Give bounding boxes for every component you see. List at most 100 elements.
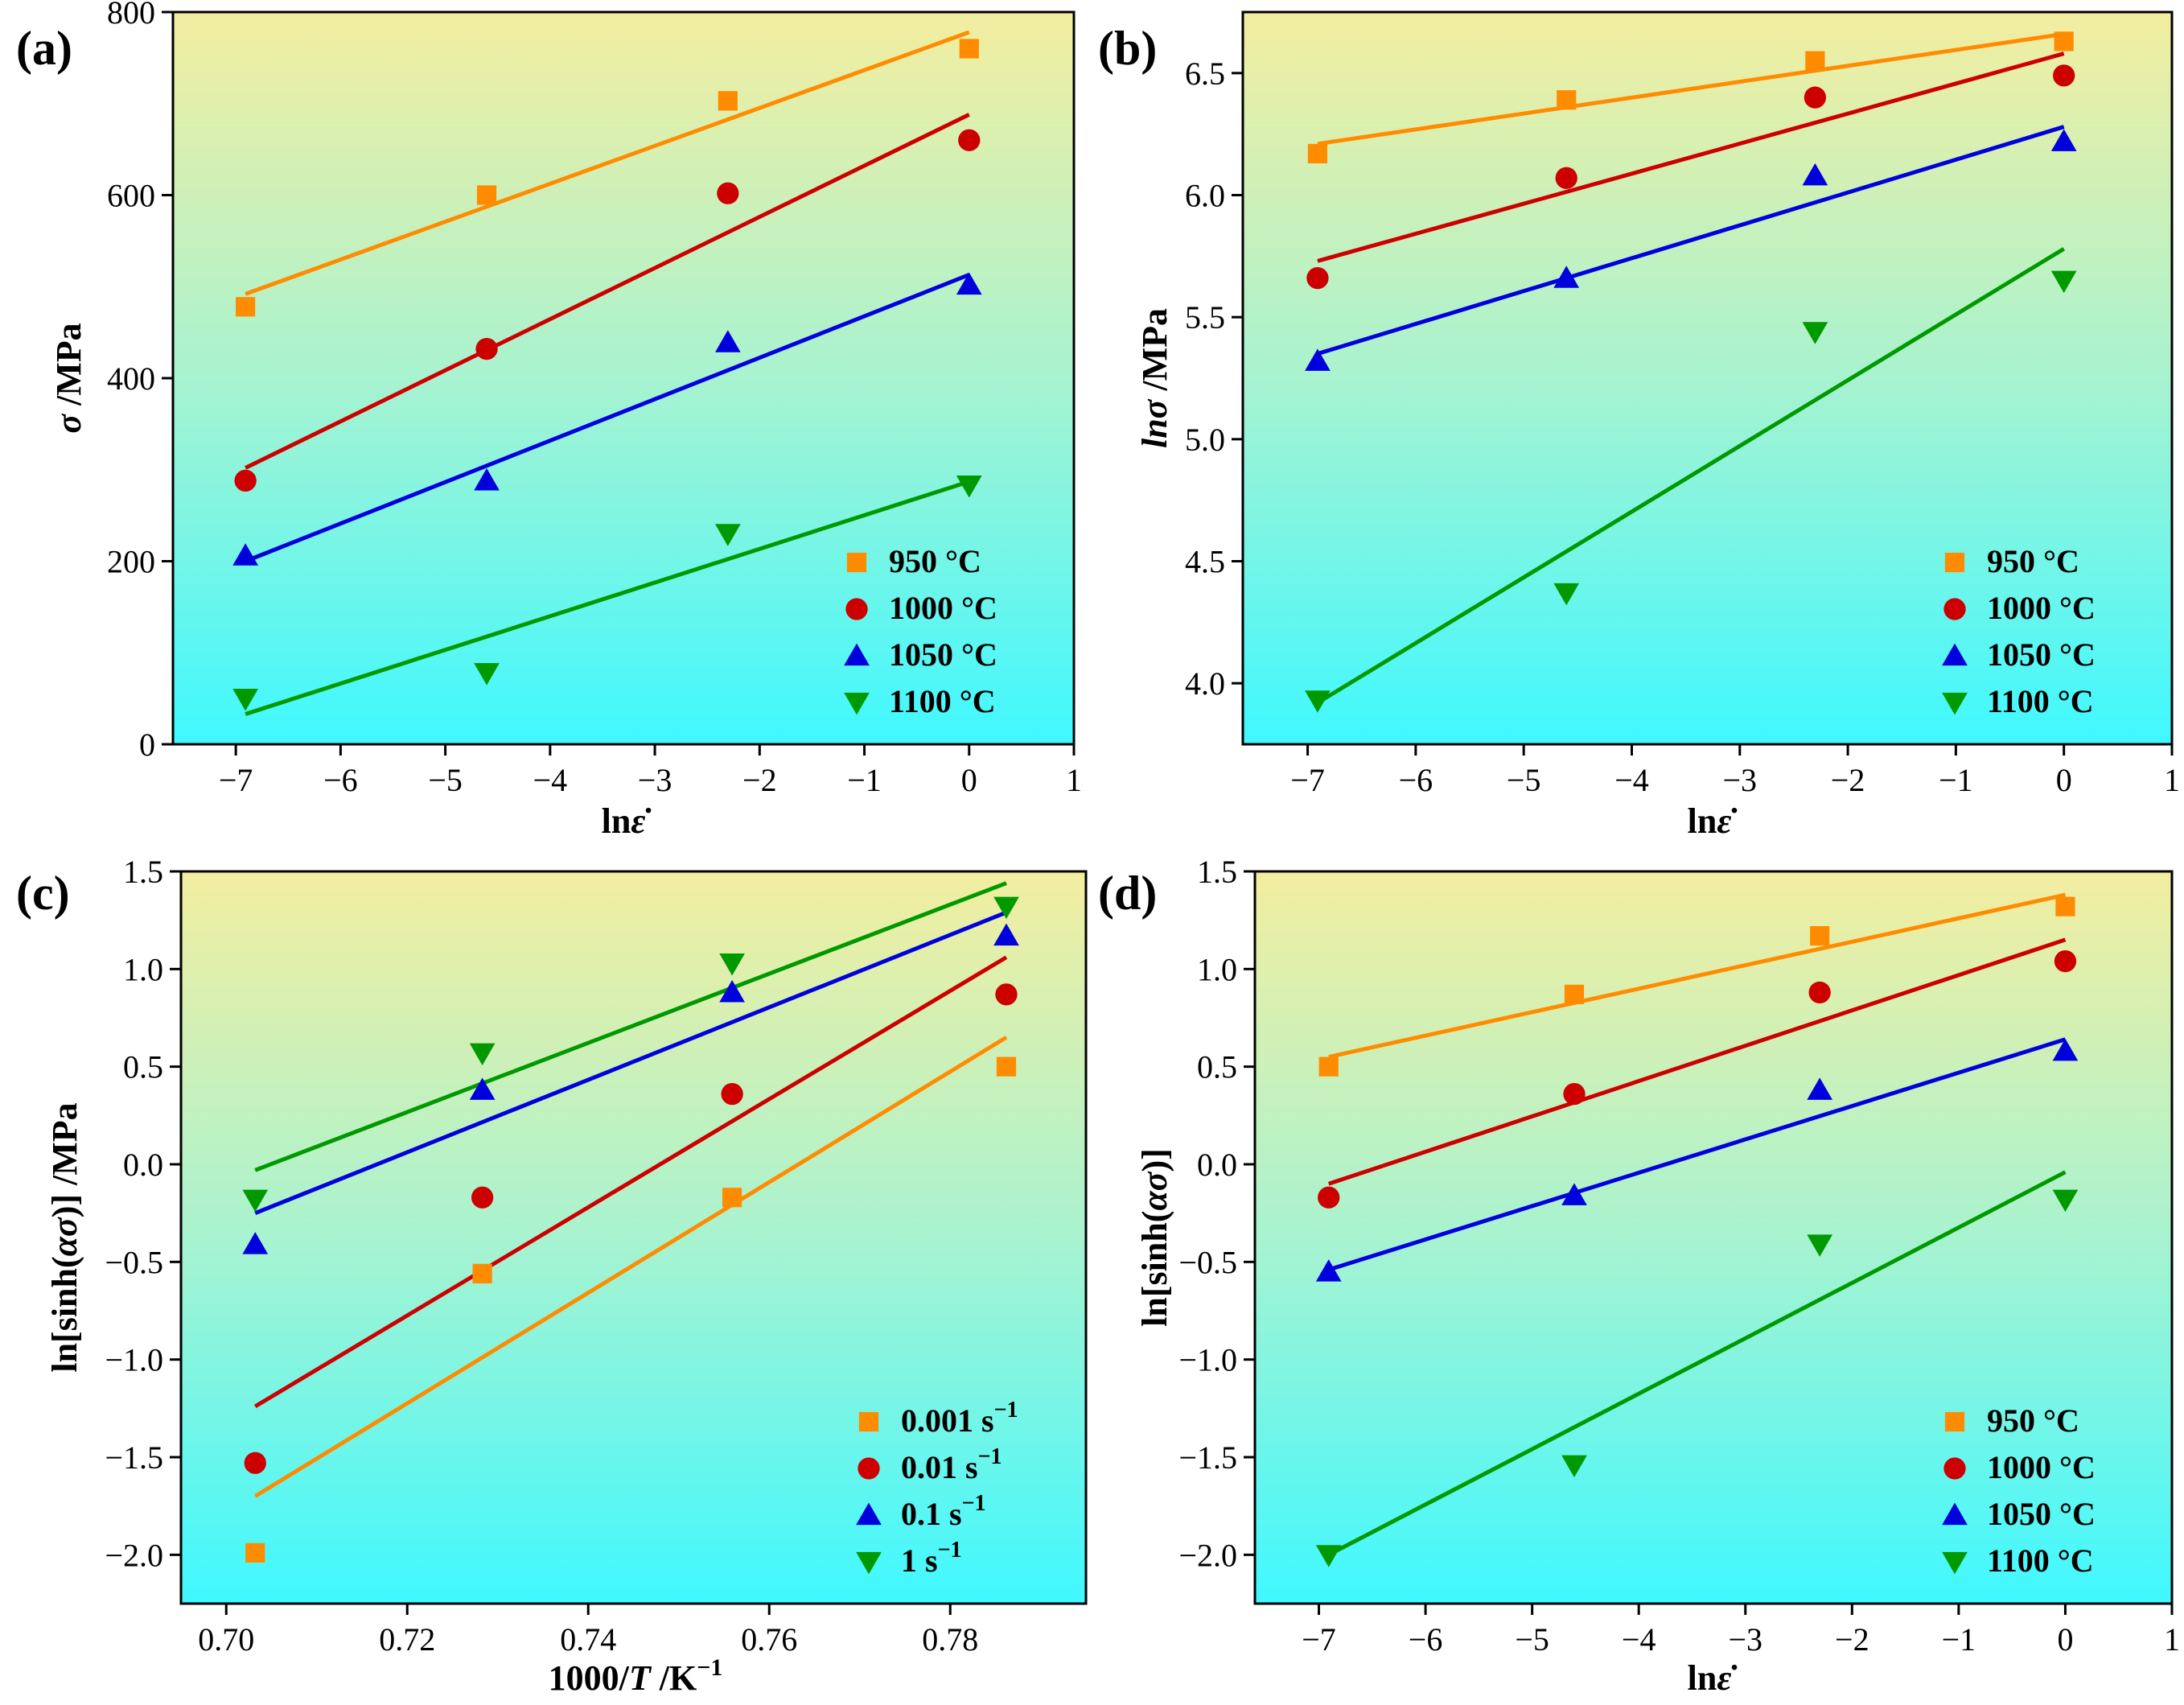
legend-marker-2 bbox=[856, 1502, 882, 1526]
data-point-c-2-0 bbox=[242, 1232, 269, 1254]
x-tick-label: −6 bbox=[323, 762, 358, 798]
fit-line-b-2 bbox=[1317, 125, 2065, 356]
legend-marker-1 bbox=[858, 1457, 880, 1480]
legend-label-sup: −1 bbox=[978, 1444, 1002, 1469]
legend: 950 °C 1000 °C 1050 °C 1100 °C bbox=[1942, 543, 2096, 719]
y-tick-label: 600 bbox=[107, 178, 155, 214]
data-point-b-1-0 bbox=[1306, 266, 1329, 290]
y-tick-label: −0.5 bbox=[1178, 1244, 1237, 1280]
legend-marker-3 bbox=[856, 1551, 882, 1575]
data-point-d-2-1 bbox=[1561, 1183, 1587, 1205]
y-tick-label: −1.5 bbox=[1178, 1439, 1237, 1476]
x-tick-label: −4 bbox=[533, 762, 568, 798]
plot-area bbox=[1243, 12, 2172, 744]
x-axis-label-symbol: ε̇ bbox=[1717, 801, 1737, 841]
y-axis-label-suffix: )] bbox=[1135, 1148, 1174, 1172]
legend-label: 1000 °C bbox=[889, 590, 997, 626]
y-tick-label: 5.0 bbox=[1185, 422, 1225, 458]
legend-marker-3 bbox=[844, 692, 870, 715]
y-axis-label: ln[sinh(ασ)] bbox=[1135, 1148, 1174, 1327]
data-point-c-3-2 bbox=[719, 953, 745, 976]
y-tick-label: −2.0 bbox=[105, 1537, 163, 1573]
data-point-d-2-3 bbox=[2052, 1038, 2079, 1061]
legend-label-text: 0.1 s bbox=[901, 1496, 962, 1532]
data-point-a-2-1 bbox=[474, 468, 500, 491]
data-point-a-1-2 bbox=[717, 182, 739, 204]
legend-label-text: 1 s bbox=[901, 1542, 938, 1579]
y-tick-label: 4.0 bbox=[1185, 665, 1225, 702]
data-point-d-2-2 bbox=[1807, 1077, 1833, 1100]
data-point-b-3-2 bbox=[1802, 322, 1828, 344]
y-axis-label-symbol: ασ bbox=[1135, 1171, 1174, 1210]
x-tick-label: −1 bbox=[1942, 1621, 1976, 1658]
legend-label: 1000 °C bbox=[1987, 1449, 2096, 1485]
legend: 950 °C 1000 °C 1050 °C 1100 °C bbox=[1942, 1402, 2096, 1579]
data-point-a-0-1 bbox=[476, 185, 497, 205]
legend-label-text: 950 °C bbox=[889, 543, 981, 579]
legend: 0.001 s−10.01 s−10.1 s−11 s−1 bbox=[856, 1398, 1018, 1579]
legend-label: 1100 °C bbox=[1987, 1542, 2094, 1579]
x-axis-label-main: ln bbox=[602, 801, 631, 841]
legend-marker-3 bbox=[1942, 1551, 1968, 1575]
x-tick-label: −2 bbox=[1835, 1621, 1869, 1658]
legend-marker-1 bbox=[1943, 598, 1966, 620]
data-point-d-3-0 bbox=[1315, 1545, 1342, 1567]
legend-label: 0.01 s−1 bbox=[901, 1444, 1002, 1485]
x-tick-label: 0 bbox=[2056, 762, 2072, 798]
y-tick-label: 1.0 bbox=[1197, 951, 1237, 987]
y-tick-label: 1.5 bbox=[1197, 854, 1237, 890]
data-point-a-1-0 bbox=[234, 469, 257, 492]
x-tick-label: −5 bbox=[1507, 762, 1541, 798]
data-point-b-3-1 bbox=[1553, 583, 1580, 606]
legend-label: 1100 °C bbox=[889, 683, 996, 719]
x-tick-label: −5 bbox=[1515, 1621, 1549, 1658]
x-axis-label-sup: −1 bbox=[697, 1654, 722, 1681]
legend-label-text: 1100 °C bbox=[889, 683, 996, 719]
panel-tag: (c) bbox=[16, 867, 70, 920]
y-axis-label: lnσ /MPa bbox=[1135, 308, 1174, 448]
legend-label-text: 1050 °C bbox=[889, 636, 997, 673]
legend-label: 950 °C bbox=[1987, 1402, 2079, 1439]
data-point-b-3-3 bbox=[2050, 270, 2077, 294]
x-tick-label: 0.76 bbox=[741, 1621, 797, 1658]
legend-label: 0.001 s−1 bbox=[901, 1398, 1018, 1439]
data-point-a-2-3 bbox=[956, 272, 982, 295]
legend-label: 1050 °C bbox=[889, 636, 997, 673]
y-tick-label: −2.0 bbox=[1178, 1537, 1237, 1573]
x-axis-label: lnε̇ bbox=[1688, 1658, 1738, 1698]
plot-area bbox=[181, 871, 1086, 1604]
plot-area bbox=[1255, 871, 2172, 1604]
y-tick-label: 0.5 bbox=[123, 1049, 163, 1085]
y-tick-label: −0.5 bbox=[105, 1244, 163, 1280]
data-point-b-2-1 bbox=[1553, 266, 1580, 288]
legend-label-text: 950 °C bbox=[1987, 1402, 2079, 1439]
y-tick-label: 400 bbox=[107, 360, 155, 397]
data-point-c-1-0 bbox=[244, 1452, 266, 1474]
y-tick-label: −1.5 bbox=[105, 1439, 163, 1476]
x-axis-label-suffix: /K bbox=[651, 1658, 697, 1698]
axes-frame bbox=[179, 870, 1088, 1605]
data-point-c-1-3 bbox=[995, 983, 1018, 1006]
legend-marker-0 bbox=[1944, 1411, 1965, 1432]
legend-marker-1 bbox=[1943, 1457, 1966, 1480]
legend-label: 950 °C bbox=[889, 543, 981, 579]
x-tick-label: −3 bbox=[1723, 762, 1758, 798]
x-axis-label-symbol: ε̇ bbox=[1717, 1658, 1737, 1698]
x-tick-label: −6 bbox=[1399, 762, 1433, 798]
data-point-d-1-2 bbox=[1808, 981, 1831, 1004]
y-axis-label-main: /MPa bbox=[1135, 308, 1174, 400]
x-tick-label: 0.70 bbox=[198, 1621, 254, 1658]
data-point-a-2-2 bbox=[715, 330, 741, 352]
fit-line-c-1 bbox=[253, 955, 1008, 1409]
y-axis-label-main: ln[sinh( bbox=[1135, 1211, 1174, 1327]
x-tick-label: 0 bbox=[961, 762, 977, 798]
data-point-c-1-2 bbox=[721, 1083, 743, 1106]
x-tick-label: 0 bbox=[2057, 1621, 2073, 1658]
data-point-b-2-0 bbox=[1305, 348, 1331, 371]
y-tick-label: 1.0 bbox=[123, 951, 163, 987]
x-axis-label-main: ln bbox=[1688, 1658, 1717, 1698]
x-tick-label: −2 bbox=[1831, 762, 1865, 798]
fit-line-d-2 bbox=[1327, 1037, 2067, 1272]
data-point-a-3-0 bbox=[232, 689, 258, 711]
data-point-b-3-0 bbox=[1305, 690, 1331, 713]
